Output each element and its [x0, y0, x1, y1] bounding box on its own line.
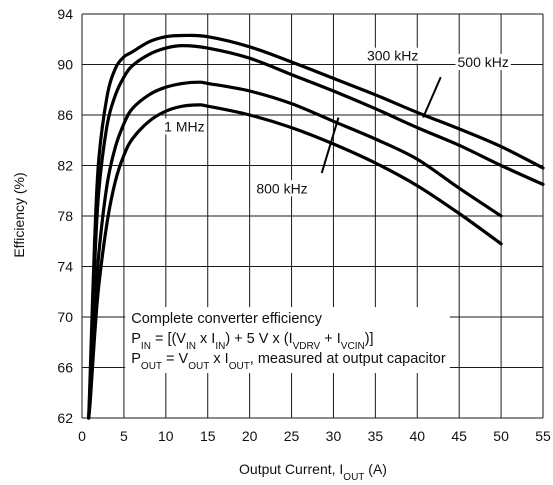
note-line-2-text: ) + 5 V x (I: [225, 331, 292, 347]
label-background-1-mhz: [162, 118, 207, 135]
series-label-300-khz: 300 kHz: [367, 48, 418, 64]
note-line-2: PIN = [(VIN x IIN) + 5 V x (IVDRV + IVCI…: [131, 331, 373, 352]
note-line-3-text: x I: [209, 351, 228, 367]
note-line-3-subscript: OUT: [141, 361, 162, 372]
annotations: 300 kHz 500 kHz 1 MHz 800 kHz: [162, 47, 511, 197]
x-tick-label: 40: [409, 428, 425, 444]
series-label-800-khz: 800 kHz: [256, 180, 307, 196]
note-line-2-text: = [(V: [151, 331, 186, 347]
x-tick-label: 15: [200, 428, 216, 444]
x-tick-label: 45: [451, 428, 467, 444]
note-line-2-subscript: IN: [186, 341, 196, 352]
series-layer: [87, 33, 545, 420]
tick-labels: 0 5 10 15 20 25 30 35 40 45 50 55 62 66 70 74 78 82 86 90 94: [57, 6, 551, 444]
series-label-500-khz: 500 kHz: [458, 54, 509, 70]
note-line-2-text: P: [131, 331, 141, 347]
y-tick-label: 74: [57, 259, 73, 275]
label-background-300-khz: [364, 47, 421, 64]
series-line-300-khz: [87, 33, 545, 420]
note-line-3-text: = V: [162, 351, 189, 367]
x-tick-label: 35: [368, 428, 384, 444]
x-axis-label-subscript: OUT: [343, 472, 364, 483]
leader-line-800-khz: [320, 117, 340, 174]
y-tick-label: 78: [57, 208, 73, 224]
y-tick-label: 90: [57, 57, 73, 73]
note-line-3-subscript: OUT: [188, 361, 209, 372]
y-axis-label: Efficiency (%): [11, 172, 27, 257]
y-tick-label: 94: [57, 6, 73, 22]
y-tick-label: 82: [57, 158, 73, 174]
note-line-2-subscript: IN: [215, 341, 225, 352]
x-tick-label: 50: [493, 428, 509, 444]
series-line-500-khz: [87, 44, 545, 420]
x-tick-label: 25: [284, 428, 300, 444]
note-line-2-subscript: IN: [141, 341, 151, 352]
note-line-2-subscript: VDRV: [293, 341, 321, 352]
x-tick-label: 10: [158, 428, 174, 444]
series-label-1-mhz: 1 MHz: [164, 118, 204, 134]
note-line-3-subscript: OUT: [229, 361, 250, 372]
x-tick-label: 5: [120, 428, 128, 444]
y-tick-label: 62: [57, 410, 73, 426]
x-tick-label: 20: [242, 428, 258, 444]
note-line-1: Complete converter efficiency: [131, 311, 322, 327]
note-line-2-text: + I: [320, 331, 341, 347]
note-line-3: POUT = VOUT x IOUT, measured at output c…: [131, 351, 446, 372]
series-line-800-khz: [87, 80, 503, 420]
x-tick-label: 0: [78, 428, 86, 444]
note-line-3-text: , measured at output capacitor: [250, 351, 446, 367]
y-tick-label: 66: [57, 360, 73, 376]
note-line-2-text: )]: [365, 331, 374, 347]
x-tick-label: 55: [535, 428, 551, 444]
note-background: [125, 307, 450, 374]
leader-line-500-khz: [422, 76, 442, 118]
series-line-1-mhz: [87, 103, 503, 420]
note-line-3-text: P: [131, 351, 141, 367]
note-line-2-text: x I: [196, 331, 215, 347]
y-tick-label: 70: [57, 309, 73, 325]
x-axis-label-unit: (A): [364, 461, 387, 477]
x-tick-label: 30: [326, 428, 342, 444]
note-line-2-subscript: VCIN: [341, 341, 365, 352]
x-axis-label: Output Current, IOUT (A): [239, 461, 387, 483]
x-axis-label-base: Output Current, I: [239, 461, 343, 477]
y-tick-label: 86: [57, 107, 73, 123]
label-background-500-khz: [455, 54, 511, 71]
label-background-800-khz: [254, 180, 310, 197]
